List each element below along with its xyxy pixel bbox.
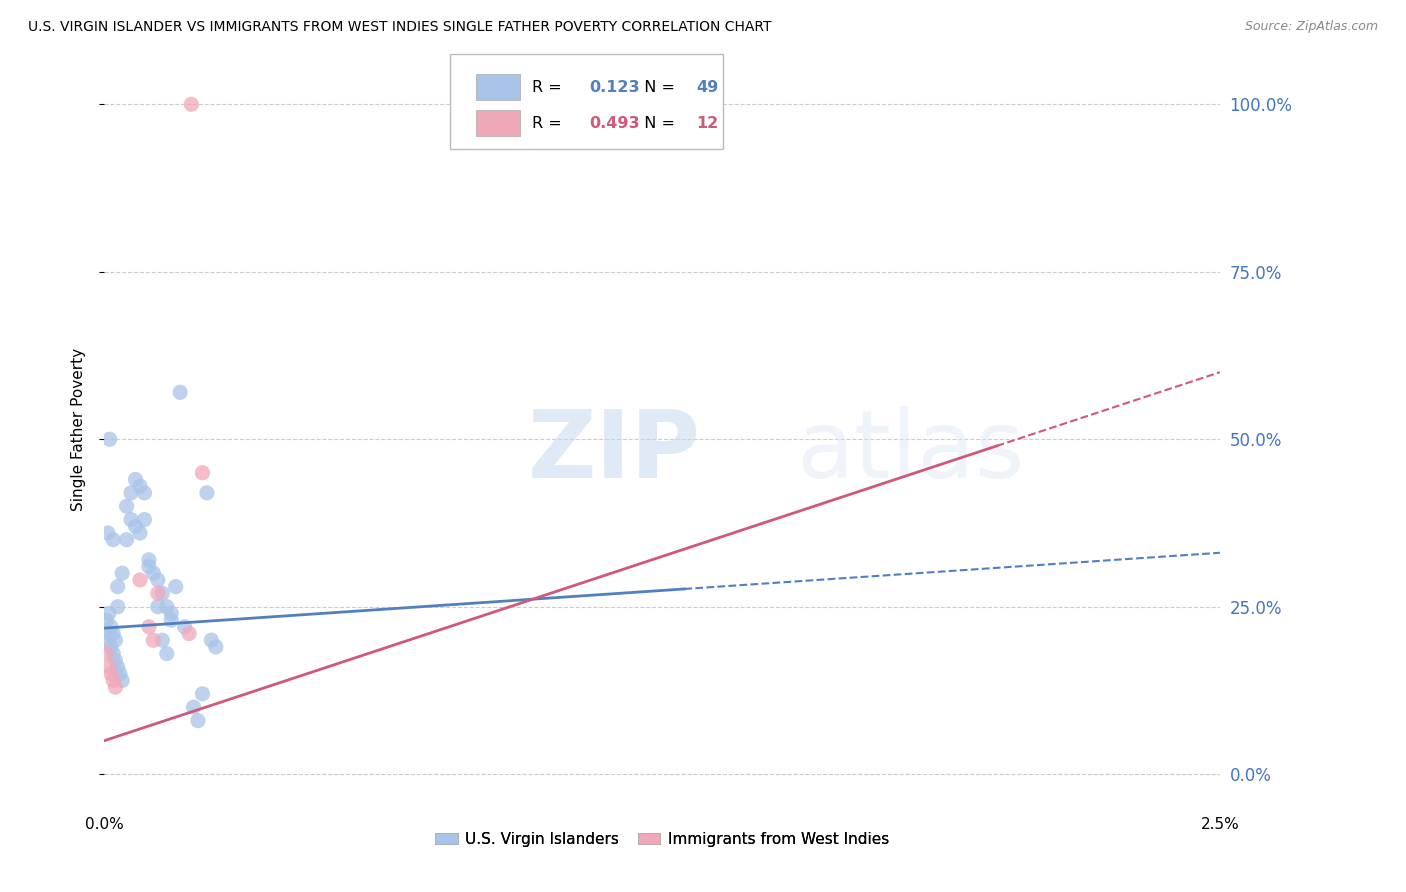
Point: [138, 553, 160, 567]
Point: [134, 485, 156, 500]
Point: [100, 620, 122, 634]
Point: [150, 633, 173, 648]
Point: [97, 660, 120, 674]
Point: [142, 566, 165, 581]
Text: 49: 49: [696, 79, 718, 95]
Point: [115, 533, 138, 547]
Point: [169, 385, 191, 400]
Point: [156, 647, 179, 661]
Point: [129, 526, 152, 541]
Point: [138, 620, 160, 634]
Point: [97, 526, 120, 541]
Text: U.S. VIRGIN ISLANDER VS IMMIGRANTS FROM WEST INDIES SINGLE FATHER POVERTY CORREL: U.S. VIRGIN ISLANDER VS IMMIGRANTS FROM …: [28, 20, 772, 34]
Point: [103, 673, 125, 688]
Point: [187, 714, 209, 728]
Text: 12: 12: [696, 116, 718, 131]
FancyBboxPatch shape: [450, 54, 724, 149]
Point: [138, 559, 160, 574]
Point: [150, 586, 173, 600]
FancyBboxPatch shape: [475, 111, 520, 136]
Point: [98, 432, 121, 446]
Point: [146, 599, 169, 614]
FancyBboxPatch shape: [475, 74, 520, 100]
Point: [160, 613, 183, 627]
Point: [173, 620, 195, 634]
Text: R =: R =: [531, 116, 567, 131]
Text: N =: N =: [634, 79, 681, 95]
Point: [104, 680, 127, 694]
Point: [107, 580, 129, 594]
Point: [180, 97, 202, 112]
Text: Source: ZipAtlas.com: Source: ZipAtlas.com: [1244, 20, 1378, 33]
Point: [111, 673, 134, 688]
Point: [146, 586, 169, 600]
Point: [100, 640, 122, 654]
Point: [134, 513, 156, 527]
Point: [103, 533, 125, 547]
Point: [96, 647, 118, 661]
Point: [142, 633, 165, 648]
Point: [120, 485, 142, 500]
Point: [177, 626, 200, 640]
Point: [191, 466, 214, 480]
Y-axis label: Single Father Poverty: Single Father Poverty: [72, 348, 86, 511]
Point: [107, 599, 129, 614]
Text: atlas: atlas: [796, 406, 1024, 498]
Point: [96, 633, 118, 648]
Point: [97, 607, 120, 621]
Point: [183, 700, 205, 714]
Text: N =: N =: [634, 116, 681, 131]
Legend: U.S. Virgin Islanders, Immigrants from West Indies: U.S. Virgin Islanders, Immigrants from W…: [429, 826, 896, 853]
Point: [115, 500, 138, 514]
Point: [191, 687, 214, 701]
Point: [103, 626, 125, 640]
Point: [111, 566, 134, 581]
Point: [100, 666, 122, 681]
Point: [96, 613, 118, 627]
Text: ZIP: ZIP: [529, 406, 702, 498]
Point: [160, 607, 183, 621]
Text: 0.123: 0.123: [589, 79, 640, 95]
Text: R =: R =: [531, 79, 567, 95]
Point: [97, 626, 120, 640]
Point: [165, 580, 187, 594]
Point: [156, 599, 179, 614]
Point: [103, 647, 125, 661]
Point: [129, 573, 152, 587]
Point: [200, 633, 222, 648]
Point: [195, 485, 218, 500]
Point: [146, 573, 169, 587]
Point: [104, 653, 127, 667]
Point: [205, 640, 228, 654]
Text: 0.493: 0.493: [589, 116, 640, 131]
Point: [108, 666, 131, 681]
Point: [124, 472, 146, 486]
Point: [124, 519, 146, 533]
Point: [120, 513, 142, 527]
Point: [104, 633, 127, 648]
Point: [107, 660, 129, 674]
Point: [129, 479, 152, 493]
